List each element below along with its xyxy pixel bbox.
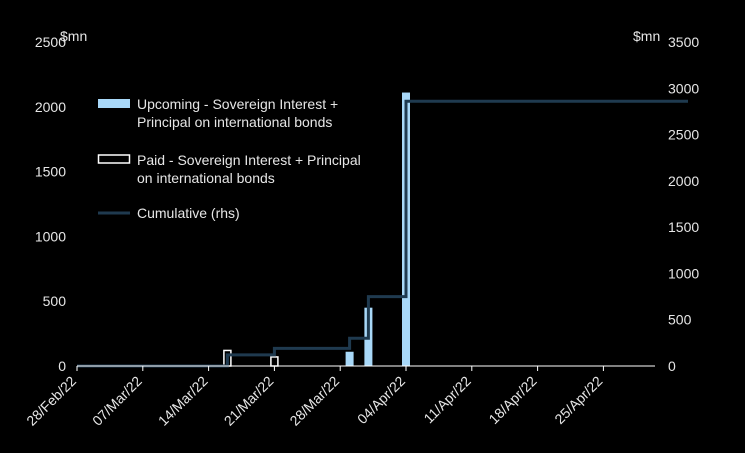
axes: 28/Feb/22 07/Mar/22 14/Mar/22 21/Mar/22 28/M… <box>23 34 699 429</box>
right-axis-unit-label: $mn <box>633 28 660 44</box>
plot-area <box>77 92 688 368</box>
legend: Upcoming - Sovereign Interest + Principal… <box>97 96 361 221</box>
right-axis-tick-label: 0 <box>668 358 676 374</box>
legend-swatch-paid <box>97 154 131 164</box>
x-tick-label: 04/Apr/22 <box>354 373 408 427</box>
legend-swatch-upcoming <box>98 99 130 108</box>
x-tick-label: 28/Mar/22 <box>286 373 342 429</box>
left-axis-tick-label: 500 <box>43 293 67 309</box>
legend-label: Upcoming - Sovereign Interest + <box>137 96 338 112</box>
paid-bar <box>270 356 279 367</box>
left-axis-tick-label: 2500 <box>35 34 66 50</box>
right-axis-tick-label: 1000 <box>668 265 699 281</box>
right-axis-tick-label: 500 <box>668 312 692 328</box>
x-tick-label: 28/Feb/22 <box>23 373 79 429</box>
right-axis-tick-label: 3000 <box>668 80 699 96</box>
legend-label: Paid - Sovereign Interest + Principal <box>137 152 361 168</box>
x-tick-label: 14/Mar/22 <box>155 373 211 429</box>
cumulative-line <box>77 99 688 368</box>
left-axis-unit-label: $mn <box>60 28 87 44</box>
right-axis-tick-label: 1500 <box>668 219 699 235</box>
x-tick-label: 21/Mar/22 <box>221 373 277 429</box>
left-axis-tick-label: 1500 <box>35 164 66 180</box>
right-axis-tick-label: 2500 <box>668 127 699 143</box>
right-axis-tick-label: 2000 <box>668 173 699 189</box>
legend-label: Cumulative (rhs) <box>137 205 240 221</box>
left-axis-tick-label: 0 <box>58 358 66 374</box>
upcoming-bar <box>345 351 354 366</box>
x-tick-label: 07/Mar/22 <box>89 373 145 429</box>
legend-label: Principal on international bonds <box>137 114 332 130</box>
left-axis-tick-label: 1000 <box>35 228 66 244</box>
x-tick-label: 18/Apr/22 <box>485 373 539 427</box>
left-axis-tick-label: 2000 <box>35 99 66 115</box>
x-tick-label: 25/Apr/22 <box>551 373 605 427</box>
x-tick-label: 11/Apr/22 <box>420 373 474 427</box>
legend-label: on international bonds <box>137 170 275 186</box>
right-axis-tick-label: 3500 <box>668 34 699 50</box>
